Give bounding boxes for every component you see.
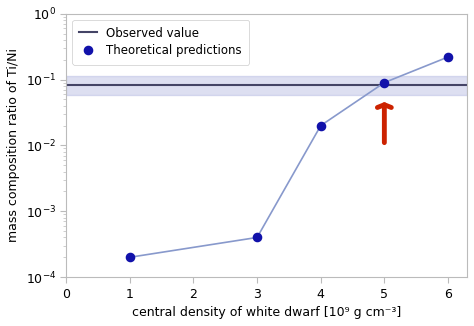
Observed value: [127, 83, 133, 87]
Observed value: [64, 83, 69, 87]
Theoretical predictions: [317, 123, 325, 128]
Theoretical predictions: [444, 54, 452, 60]
Theoretical predictions: [381, 80, 388, 85]
Bar: [66, 76, 467, 95]
Theoretical predictions: [126, 255, 134, 260]
X-axis label: central density of white dwarf [10⁹ g cm⁻³]: central density of white dwarf [10⁹ g cm…: [132, 306, 401, 319]
Y-axis label: mass composition ratio of Ti/Ni: mass composition ratio of Ti/Ni: [7, 49, 20, 243]
Theoretical predictions: [253, 235, 261, 240]
Legend: Observed value, Theoretical predictions: Observed value, Theoretical predictions: [72, 20, 249, 65]
